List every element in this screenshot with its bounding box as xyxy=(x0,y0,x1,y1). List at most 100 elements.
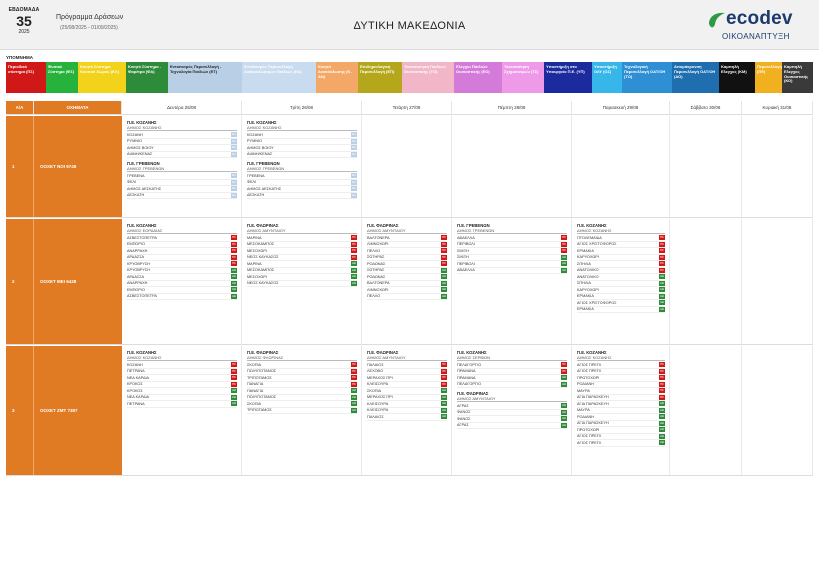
municipality: ΔΗΜΟΣ ΣΕΡΒΙΩΝ xyxy=(457,355,567,361)
action-badge: ΠΣ xyxy=(659,267,665,273)
action-badge: ΑΘ xyxy=(659,274,665,280)
action-badge: ΑΘ xyxy=(351,280,357,286)
legend-item: Καμπηλή Ελεγχος (ΚΜ) xyxy=(719,62,755,93)
stop-row: ΣΚΟΠΙΑ ΠΣ xyxy=(247,362,357,369)
legend-item: Τεχνολογική Περισυλλογή OAT/OH (ΤΟ) xyxy=(622,62,672,93)
stop-name: ΚΛΕΙΣΟΥΡΑ xyxy=(367,382,389,387)
legend-item: Υποστήριξη ΟΛΥ (ΟΣ) xyxy=(592,62,622,93)
stop-row: ΠΕΛΛΟ ΠΣ xyxy=(367,248,447,255)
action-badge: ΠΣ xyxy=(441,254,447,260)
action-badge: ΠΣ xyxy=(351,248,357,254)
action-badge: ΑΘ xyxy=(351,401,357,407)
stop-row: ΡΥΜΝΙΟ ΕΑ xyxy=(247,138,357,145)
stop-row: ΑΓΙΟΣ ΧΡΙΣΤΟΦΟΡΟΣ ΑΘ xyxy=(577,300,665,307)
ecodev-logo: ecodev ΟΙΚΟΑΝΑΠΤΥΞΗ xyxy=(704,8,814,46)
stop-group: Π.Ε. ΦΛΩΡΙΝΑΣ ΔΗΜΟΣ ΑΜΥΝΤΑΙΟΥ ΜΑΡΙΝΑ ΠΣ ΜΕΣΟ… xyxy=(247,223,357,287)
action-badge: ΑΘ xyxy=(441,274,447,280)
municipality: ΔΗΜΟΣ ΚΟΖΑΝΗΣ xyxy=(127,355,237,361)
legend-item: Τακτοποίηση Σχηματισμών (ΤΣ) xyxy=(502,62,544,93)
day-cell xyxy=(572,116,670,217)
stop-name: ΑΓΙΟΣ ΧΡΙΣΤΟΦΟΡΟΣ xyxy=(577,242,617,247)
stop-name: ΣΚΟΠΙΑ xyxy=(247,362,262,367)
action-badge: ΕΑ xyxy=(231,186,237,192)
stop-row: ΓΡΕΒΕΝΑ ΕΑ xyxy=(247,173,357,180)
day-cell xyxy=(670,219,742,344)
day-cell xyxy=(742,116,813,217)
action-badge: ΕΑ xyxy=(231,138,237,144)
legend-item: Περιοδικό σύστημα (ΠΣ) xyxy=(6,62,46,93)
stop-name: ΔΕΣΚΑΤΗ xyxy=(247,193,265,198)
row-number: 1 xyxy=(6,116,34,217)
stop-row: ΠΡΑΜΑΝΑ ΠΣ xyxy=(457,368,567,375)
regional-unit: Π.Ε. ΦΛΩΡΙΝΑΣ xyxy=(457,391,489,396)
action-badge: ΠΣ xyxy=(441,368,447,374)
stop-name: ΣΠΗΛΙΑ xyxy=(577,281,591,286)
municipality: ΔΗΜΟΣ ΚΟΖΑΝΗΣ xyxy=(247,125,357,131)
stop-name: ΤΡΙΠΟΤΑΜΟΣ xyxy=(247,375,272,380)
row-number: 3 xyxy=(6,346,34,475)
stop-name: ΑΓΡΑΣ xyxy=(457,423,469,428)
stop-row: ΑΡΔΑΣΣΑ ΠΣ xyxy=(127,254,237,261)
action-badge: ΠΣ xyxy=(351,235,357,241)
stop-name: ΑΡΔΑΣΣΑ xyxy=(127,274,145,279)
day-cell: Π.Ε. ΚΟΖΑΝΗΣ ΔΗΜΟΣ ΚΟΖΑΝΗΣ ΚΟΖΑΝΗ ΕΑ ΡΥΜΝΙΟ Ε… xyxy=(242,116,362,217)
action-badge: ΑΘ xyxy=(231,274,237,280)
stop-group: Π.Ε. ΦΛΩΡΙΝΑΣ ΔΗΜΟΣ ΦΛΩΡΙΝΑΣ ΣΚΟΠΙΑ ΠΣ ΠΟΛΥΠ… xyxy=(247,350,357,414)
stop-row: ΜΑΥΡΑ ΑΘ xyxy=(577,407,665,414)
leaf-swoosh-icon xyxy=(709,12,725,28)
action-badge: ΠΣ xyxy=(561,235,567,241)
action-badge: ΑΘ xyxy=(659,433,665,439)
stop-row: ΛΙΜΝΟΧΩΡΙ ΑΘ xyxy=(367,287,447,294)
action-badge: ΠΣ xyxy=(351,241,357,247)
stop-name: ΡΟΔΩΝΑΣ xyxy=(367,274,386,279)
stop-row: ΝΕΟΣ ΚΑΥΚΑΣΟΣ ΠΣ xyxy=(247,254,357,261)
stop-row: ΠΕΤΡΑΝΑ ΠΣ xyxy=(127,368,237,375)
column-header-aa: Α/Α xyxy=(6,101,34,115)
stop-name: ΦΕΛΙ xyxy=(247,180,257,185)
stop-name: ΝΕΟΣ ΚΑΥΚΑΣΟΣ xyxy=(247,281,279,286)
legend-item: Ελεγχοι Παιδιών Ουσιαστικής (ΕΟ) xyxy=(454,62,502,93)
stop-row: ΓΡΕΒΕΝΑ ΕΑ xyxy=(127,173,237,180)
action-badge: ΑΘ xyxy=(561,403,567,409)
action-badge: ΠΣ xyxy=(231,362,237,368)
stop-row: ΡΟΔΩΝΑΣ ΠΣ xyxy=(367,261,447,268)
stop-row: ΣΩΤΗΡΑΣ ΑΘ xyxy=(367,267,447,274)
stop-name: ΣΩΤΗΡΑΣ xyxy=(367,268,385,273)
stop-name: ΑΣΒΕΣΤΟΠΕΤΡΑ xyxy=(127,294,157,299)
stop-row: ΠΑΝΑΓΙΑ ΑΘ xyxy=(247,388,357,395)
stop-name: ΣΜΙΞΗ xyxy=(457,255,469,260)
municipality: ΔΗΜΟΣ ΚΟΖΑΝΗΣ xyxy=(577,355,665,361)
action-badge: ΕΑ xyxy=(231,145,237,151)
stop-name: ΑΓΙΑ ΠΑΡΑΣΚΕΥΗ xyxy=(577,421,609,426)
action-badge: ΕΑ xyxy=(231,151,237,157)
action-badge: ΕΑ xyxy=(351,138,357,144)
stop-row: ΚΟΖΑΝΗ ΕΑ xyxy=(247,132,357,139)
action-badge: ΑΘ xyxy=(231,280,237,286)
stop-name: ΛΙΜΝΟΧΩΡΙ xyxy=(367,287,389,292)
stop-name: ΚΟΖΑΝΗ xyxy=(127,362,143,367)
stop-row: ΚΡΟΚΟΣ ΑΘ xyxy=(127,388,237,395)
day-cell: Π.Ε. ΚΟΖΑΝΗΣ ΔΗΜΟΣ ΚΟΖΑΝΗΣ ΠΤΟΛΕΜΑΪΔΑ ΠΣ ΑΓΙ… xyxy=(572,219,670,344)
stop-name: ΜΕΣΟΚΑΜΠΟΣ xyxy=(247,268,275,273)
stop-row: ΑΒΔΕΛΛΑ ΑΘ xyxy=(457,267,567,274)
stop-row: ΜΑΡΙΝΑ ΑΘ xyxy=(247,261,357,268)
stop-row: ΝΕΑ ΚΑΡΔΙΑ ΠΣ xyxy=(127,375,237,382)
stop-name: ΠΤΟΛΕΜΑΪΔΑ xyxy=(577,235,602,240)
action-badge: ΑΘ xyxy=(351,261,357,267)
day-cell: Π.Ε. ΦΛΩΡΙΝΑΣ ΔΗΜΟΣ ΑΜΥΝΤΑΙΟΥ ΒΑΛΤΟΝΕΡΑ ΠΣ Λ… xyxy=(362,219,452,344)
vehicle-plate: ΟΟΧΕΤ ΖΜΤ 7387 xyxy=(34,346,122,475)
municipality: ΔΗΜΟΣ ΑΜΥΝΤΑΙΟΥ xyxy=(247,228,357,234)
stop-name: ΠΑΝΑΓΙΑ xyxy=(247,388,264,393)
stop-name: ΛΙΜΝΟΧΩΡΙ xyxy=(367,242,389,247)
logo-wordmark: ecodev xyxy=(726,8,793,29)
stop-row: ΚΡΥΟΒΡΥΣΗ ΑΘ xyxy=(127,267,237,274)
stop-name: ΠΟΛΥΠΟΤΑΜΟΣ xyxy=(247,395,277,400)
stop-row: ΠΑΛΑΙΟΣ ΠΣ xyxy=(367,362,447,369)
stop-row: ΑΓΙΑ ΠΑΡΑΣΚΕΥΗ ΑΘ xyxy=(577,401,665,408)
stop-row: ΜΕΡΑΧΟΣ ΠΡΙ ΑΘ xyxy=(367,394,447,401)
stop-group: Π.Ε. ΚΟΖΑΝΗΣ ΔΗΜΟΣ ΣΕΡΒΙΩΝ ΠΕΛΑΓΟΡΓΙΟ ΠΣ ΠΡΑ… xyxy=(457,350,567,388)
column-header-day: Σάββατο 30/08 xyxy=(670,101,742,115)
stop-row: ΛΕΧΟΒΟ ΠΣ xyxy=(367,368,447,375)
stop-row: ΠΡΑΜΑΝΑ ΑΘ xyxy=(457,375,567,382)
stop-name: ΑΝΑΤΟΛΙΚΟ xyxy=(577,274,599,279)
